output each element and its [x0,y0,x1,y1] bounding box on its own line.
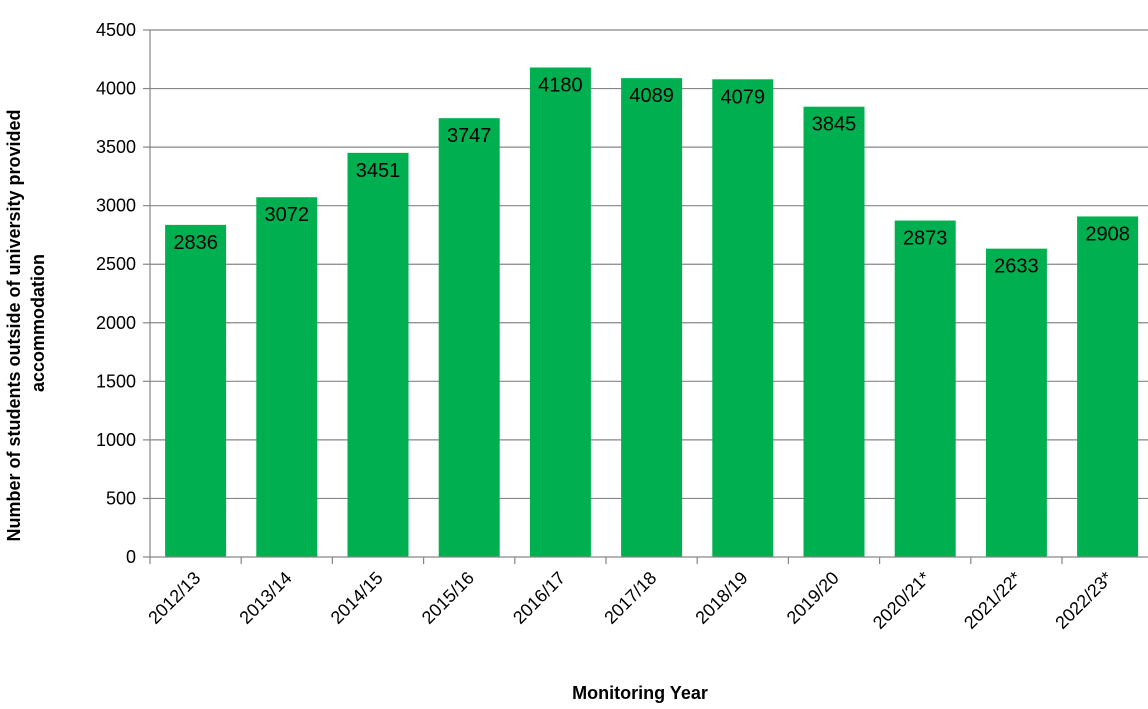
data-label: 2873 [903,228,948,250]
data-label: 4079 [721,86,766,108]
bar [438,118,500,558]
x-axis-title: Monitoring Year [572,683,708,703]
x-tick-label: 2014/15 [327,568,387,628]
bar [985,248,1047,558]
x-tick-label: 2012/13 [144,568,204,628]
y-tick-label: 0 [126,547,136,567]
bar [1077,216,1139,557]
data-label: 2908 [1085,223,1130,245]
y-axis-title-line-1: Number of students outside of university… [4,109,24,541]
axes [149,30,1148,564]
y-tick-label: 4000 [96,79,136,99]
bar [621,78,683,558]
x-tick-label: 2020/21* [869,568,934,633]
y-tick-label: 3500 [96,137,136,157]
data-label: 3451 [356,160,401,182]
x-tick-label: 2015/16 [418,568,478,628]
data-label: 4089 [629,85,674,107]
y-tick-label: 1500 [96,371,136,391]
bars [165,67,1139,558]
data-label: 3072 [265,204,310,226]
bar [165,224,227,557]
y-tick-label: 2000 [96,313,136,333]
x-tick-label: 2019/20 [783,568,843,628]
y-tick-label: 2500 [96,254,136,274]
bar [894,220,956,557]
data-label: 2836 [173,232,218,254]
y-tick-label: 500 [106,488,136,508]
y-tick-label: 4500 [96,20,136,40]
y-tick-label: 1000 [96,430,136,450]
bar [803,106,865,558]
x-tick-label: 2021/22* [960,568,1025,633]
x-tick-label: 2013/14 [235,568,295,628]
y-axis-title-line-2: accommodation [28,254,48,392]
y-tick-label: 3000 [96,196,136,216]
x-tick-label: 2018/19 [691,568,751,628]
bar [529,67,591,557]
data-label: 3845 [812,114,857,136]
data-label: 3747 [447,125,492,147]
bar [256,197,318,557]
x-tick-label: 2017/18 [600,568,660,628]
y-tick-labels: 0 500 1000 1500 2000 2500 3000 3500 4000 4500 [96,20,136,567]
x-tick-label: 2022/23* [1051,568,1116,633]
y-axis-title: Number of students outside of university… [4,104,48,541]
data-labels: 2836 3072 3451 3747 4180 4089 4079 3845 2873 2633… [173,74,1130,278]
data-label: 2633 [994,256,1039,278]
data-label: 4180 [538,74,583,96]
bar [712,79,774,558]
bar [347,152,409,557]
x-tick-labels: 2012/13 2013/14 2014/15 2015/16 2016/17 2017/… [144,568,1116,633]
x-tick-label: 2016/17 [509,568,569,628]
